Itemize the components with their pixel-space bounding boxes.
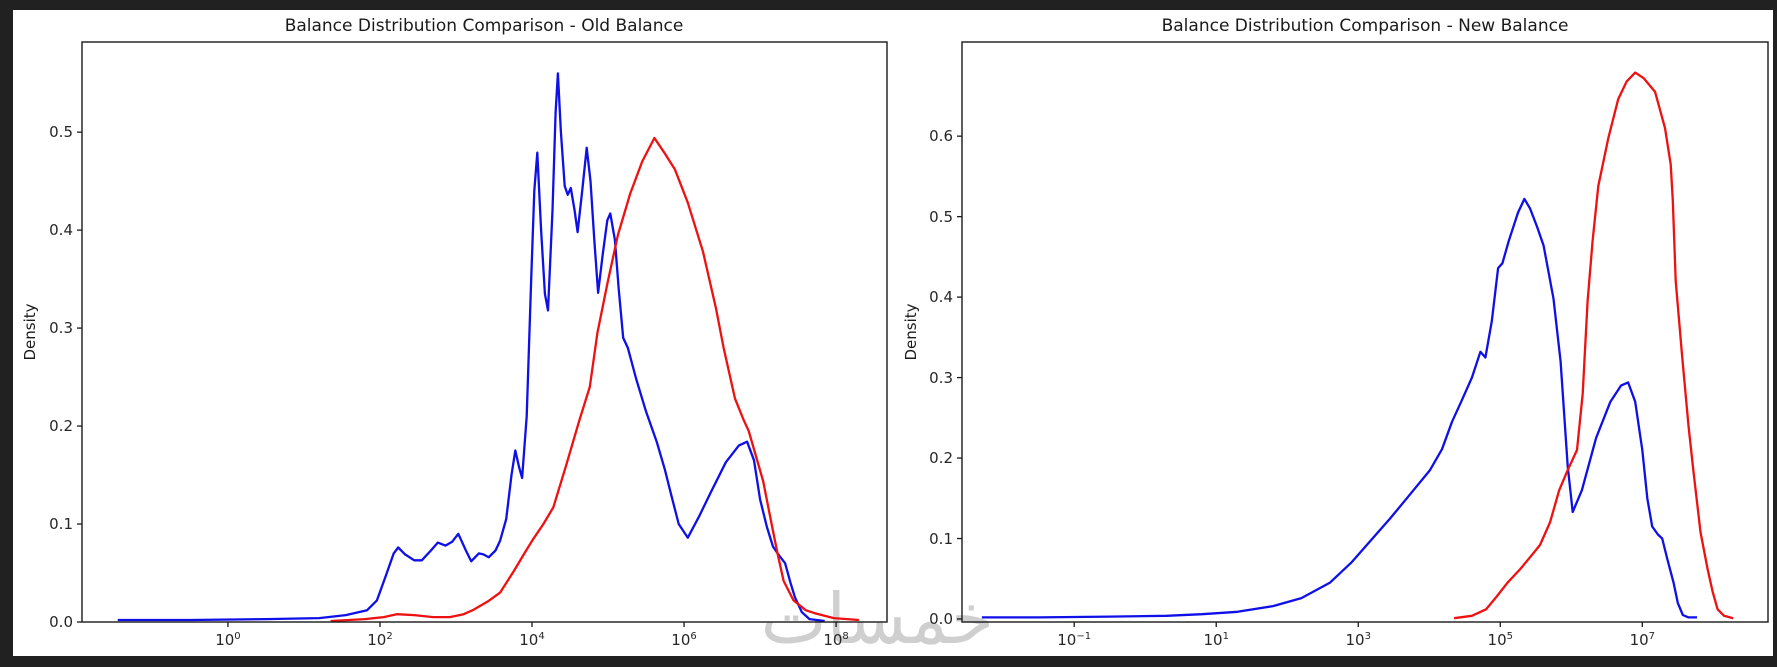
y-tick-label: 0.5 (49, 123, 73, 142)
density-curve-blue-density (117, 72, 825, 622)
y-tick-label: 0.4 (49, 221, 73, 240)
x-tick-label: 101 (1203, 631, 1229, 649)
x-tick-label: 104 (519, 631, 545, 649)
y-tick-label: 0.4 (929, 288, 953, 307)
y-tick-label: 0.3 (49, 319, 73, 338)
axis-spine (81, 41, 888, 623)
density-curve-blue-density (981, 197, 1697, 619)
y-tick-label: 0.1 (49, 515, 73, 534)
axis-spine (961, 41, 1769, 623)
y-tick-label: 0.2 (49, 417, 73, 436)
x-tick-label: 105 (1487, 631, 1513, 649)
y-axis-label-new-balance: Density (902, 303, 920, 361)
x-tick-label: 102 (367, 631, 393, 649)
figure-background (13, 10, 1773, 656)
x-tick-label: 106 (671, 631, 697, 649)
chart-title-old-balance: Balance Distribution Comparison - Old Ba… (284, 16, 684, 36)
x-tick-label: 108 (823, 631, 849, 649)
x-tick-label: 107 (1629, 631, 1656, 649)
x-tick-label: 103 (1345, 631, 1371, 649)
y-tick-label: 0.5 (929, 207, 953, 226)
watermark: خمسات (760, 578, 994, 660)
x-tick-label: 100 (215, 631, 241, 649)
y-axis-label-old-balance: Density (21, 303, 39, 361)
y-tick-label: 0.6 (929, 127, 953, 146)
y-tick-label: 0.0 (929, 610, 953, 628)
y-tick-label: 0.2 (929, 449, 953, 468)
chart-title-new-balance: Balance Distribution Comparison - New Ba… (1161, 16, 1569, 36)
y-tick-label: 0.0 (49, 613, 73, 631)
density-curve-red-density (1453, 71, 1734, 620)
density-curve-red-density (330, 136, 859, 622)
y-tick-label: 0.3 (929, 368, 953, 387)
y-tick-label: 0.1 (929, 529, 953, 548)
x-tick-label: 10−1 (1057, 631, 1092, 649)
